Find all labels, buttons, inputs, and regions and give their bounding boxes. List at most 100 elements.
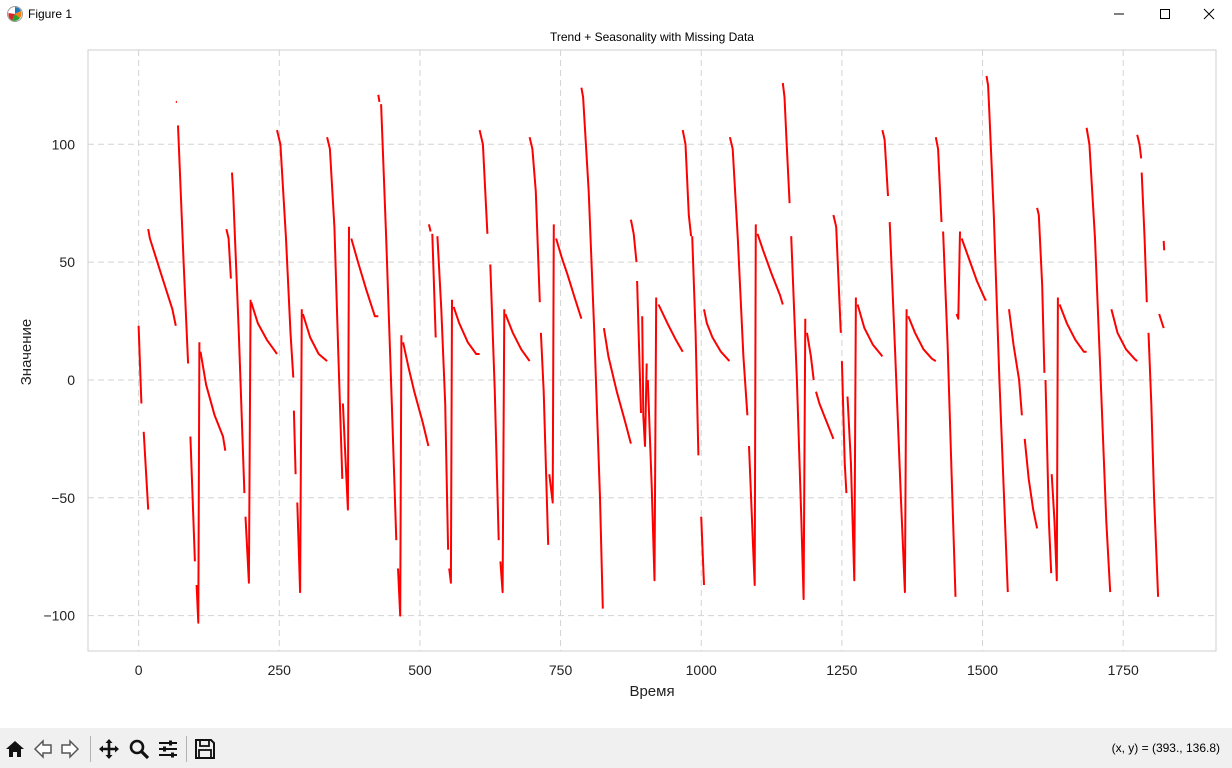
series-line-segment xyxy=(728,136,749,416)
series-line-segment xyxy=(436,236,450,550)
home-icon xyxy=(6,741,24,757)
series-line-segment xyxy=(195,342,201,624)
series-line-segment xyxy=(402,342,430,447)
home-button[interactable] xyxy=(2,736,28,762)
series-line-segment xyxy=(1162,240,1166,251)
window-titlebar: Figure 1 xyxy=(0,0,1232,28)
configure-subplots-button[interactable] xyxy=(155,736,181,762)
toolbar-separator xyxy=(186,736,187,762)
series-line-segment xyxy=(244,299,252,584)
series-line-segment xyxy=(478,129,489,234)
series-line-segment xyxy=(548,224,555,504)
back-button[interactable] xyxy=(30,736,56,762)
series-line-segment xyxy=(1050,297,1059,582)
axes-frame xyxy=(87,49,1217,652)
series-line-segment xyxy=(691,236,700,456)
series-line-segment xyxy=(448,299,453,584)
series-line-segment xyxy=(756,233,784,305)
series-line-segment xyxy=(641,316,648,447)
series-line-segment xyxy=(1136,134,1143,159)
close-button[interactable] xyxy=(1186,0,1232,28)
series-line-segment xyxy=(539,332,550,545)
series-line-segment xyxy=(700,516,705,586)
series-line-segment xyxy=(296,309,303,594)
series-line-segment xyxy=(137,325,143,404)
chart-grid xyxy=(88,50,1216,651)
series-line-segment xyxy=(189,436,196,562)
series-line-segment xyxy=(806,332,815,381)
zoom-icon xyxy=(129,739,150,760)
maximize-icon xyxy=(1160,9,1170,19)
y-tick-label: 100 xyxy=(52,136,76,152)
series-line-segment xyxy=(815,391,835,440)
pan-button[interactable] xyxy=(96,736,122,762)
series-line-segment xyxy=(199,351,227,451)
series-line-segment xyxy=(489,264,500,541)
y-tick-label: 50 xyxy=(59,254,75,270)
figure-canvas[interactable]: 0 250 500 750 1000 1250 1500 1750 −100 −50 0 50 100… xyxy=(0,28,1232,728)
series-line-segment xyxy=(377,94,381,103)
series-line-segment xyxy=(580,87,604,609)
x-tick-label: 750 xyxy=(549,662,573,678)
series-line-segment xyxy=(250,301,278,355)
close-icon xyxy=(1203,8,1215,20)
chart-series xyxy=(137,75,1166,624)
minimize-button[interactable] xyxy=(1096,0,1142,28)
series-line-segment xyxy=(504,313,531,362)
series-line-segment xyxy=(1044,379,1053,574)
window-title: Figure 1 xyxy=(28,7,73,21)
y-tick-label: −100 xyxy=(43,608,75,624)
y-tick-label: −50 xyxy=(51,490,75,506)
series-line-segment xyxy=(703,309,731,362)
x-tick-labels: 0 250 500 750 1000 1250 1500 1750 xyxy=(135,662,1139,678)
series-line-segment xyxy=(1085,127,1112,593)
save-button[interactable] xyxy=(192,736,218,762)
cursor-coordinates: (x, y) = (393., 136.8) xyxy=(1111,741,1220,755)
series-line-segment xyxy=(888,222,908,594)
series-line-segment xyxy=(499,309,506,594)
minimize-icon xyxy=(1114,13,1124,15)
matplotlib-figure-icon xyxy=(6,5,24,23)
x-tick-label: 1500 xyxy=(967,662,998,678)
series-line-segment xyxy=(1158,313,1165,329)
series-line-segment xyxy=(427,224,432,232)
series-line-segment xyxy=(276,129,295,378)
series-line-segment xyxy=(452,306,480,355)
x-tick-label: 1000 xyxy=(686,662,717,678)
back-icon xyxy=(33,739,52,759)
series-line-segment xyxy=(380,104,398,541)
series-line-segment xyxy=(602,327,632,444)
series-line-segment xyxy=(629,219,638,263)
zoom-button[interactable] xyxy=(126,736,152,762)
y-tick-labels: −100 −50 0 50 100 xyxy=(43,136,75,623)
maximize-button[interactable] xyxy=(1142,0,1188,28)
series-line-segment xyxy=(301,313,328,362)
x-axis-label: Время xyxy=(629,683,674,700)
series-line-segment xyxy=(1023,438,1039,529)
x-tick-label: 0 xyxy=(135,662,143,678)
series-line-segment xyxy=(790,236,807,601)
series-line-segment xyxy=(748,224,757,586)
series-line-segment xyxy=(955,231,961,320)
chart-title: Trend + Seasonality with Missing Data xyxy=(550,30,754,44)
series-line-segment xyxy=(225,228,232,279)
series-line-segment xyxy=(840,361,848,494)
series-line-segment xyxy=(231,172,246,494)
series-line-segment xyxy=(555,238,583,320)
forward-button[interactable] xyxy=(57,736,83,762)
series-line-segment xyxy=(1058,304,1087,353)
series-line-segment xyxy=(142,431,150,510)
series-line-segment xyxy=(326,136,344,479)
y-tick-label: 0 xyxy=(67,372,75,388)
series-line-segment xyxy=(350,238,379,318)
series-line-segment xyxy=(397,335,403,617)
series-line-segment xyxy=(431,233,437,338)
series-line-segment xyxy=(177,125,190,364)
series-line-segment xyxy=(1008,309,1023,416)
toolbar-separator xyxy=(90,736,91,762)
series-line-segment xyxy=(147,228,177,327)
configure-subplots-icon xyxy=(159,740,177,758)
series-line-segment xyxy=(960,238,987,301)
series-line-segment xyxy=(934,137,943,223)
series-line-segment xyxy=(781,82,791,204)
